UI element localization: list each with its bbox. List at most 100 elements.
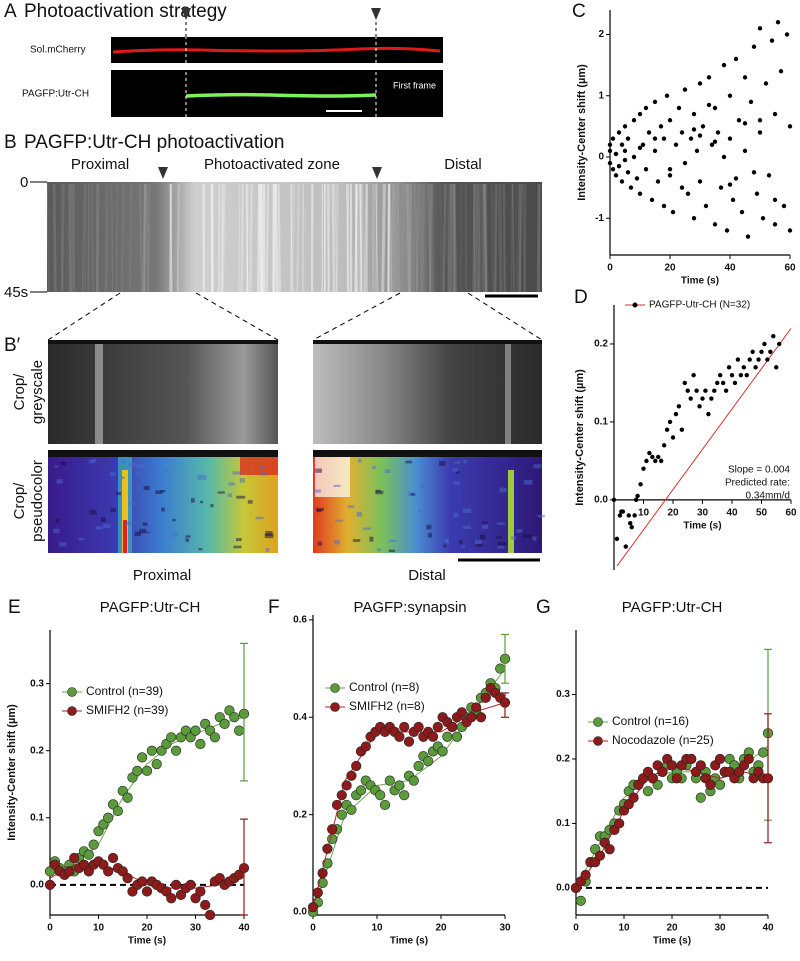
streak	[95, 183, 99, 293]
data-point	[336, 790, 347, 801]
zoom-line	[312, 292, 401, 341]
speckle	[455, 470, 460, 474]
speckle	[426, 524, 432, 530]
speckle	[233, 545, 242, 549]
data-point	[141, 765, 153, 776]
data-point	[768, 349, 773, 354]
speckle	[497, 544, 505, 549]
data-point	[580, 869, 591, 881]
speckle	[335, 519, 344, 522]
data-point	[628, 792, 639, 803]
speckle	[116, 492, 122, 496]
data-point	[679, 130, 685, 135]
streak	[326, 183, 330, 293]
panel-letter: G	[536, 597, 551, 618]
frame-note: First frame	[393, 80, 436, 90]
data-point	[682, 160, 688, 166]
data-point	[622, 124, 628, 129]
data-point	[691, 127, 697, 132]
data-point	[772, 197, 778, 203]
data-point	[327, 833, 338, 845]
data-point	[394, 731, 405, 742]
data-point	[721, 154, 727, 160]
data-point	[616, 130, 622, 135]
data-point	[346, 770, 357, 781]
speckle	[376, 548, 382, 552]
data-point	[141, 886, 153, 897]
streak	[71, 183, 76, 293]
data-point	[739, 209, 745, 215]
data-point	[727, 93, 733, 98]
error-bar	[764, 713, 772, 844]
streak	[476, 183, 480, 293]
speckle	[499, 487, 507, 493]
y-tick-label: 0.0	[556, 883, 570, 894]
data-point	[623, 544, 628, 549]
y-axis-label: Intensity-Center shift (µm)	[574, 369, 586, 506]
streak	[473, 183, 476, 293]
streak	[336, 183, 339, 293]
streak	[363, 183, 368, 293]
data-point	[614, 818, 625, 829]
x-tick-label: 10	[638, 507, 650, 518]
streak	[505, 344, 511, 444]
data-point	[122, 873, 133, 884]
speckle	[458, 540, 463, 544]
speckle	[358, 458, 362, 463]
speckle	[54, 465, 59, 468]
speckle	[463, 459, 467, 464]
data-point	[413, 721, 424, 733]
speckle	[522, 534, 532, 538]
speckle	[453, 481, 460, 485]
streak	[472, 183, 476, 293]
speckle	[427, 532, 433, 538]
data-point	[756, 357, 761, 362]
data-point	[466, 712, 477, 723]
data-point	[777, 341, 782, 347]
data-point	[775, 20, 781, 25]
x-tick-label: 60	[784, 263, 796, 274]
streak	[477, 183, 481, 293]
streak	[128, 183, 133, 293]
speckle	[317, 541, 323, 546]
legend-marker	[632, 302, 638, 308]
x-tick-label: 0	[47, 923, 53, 934]
x-tick-label: 20	[664, 263, 676, 274]
speckle	[482, 524, 489, 529]
annotation: Predicted rate:	[725, 478, 790, 489]
data-point	[714, 779, 726, 790]
data-point	[403, 736, 415, 747]
data-point	[686, 753, 697, 765]
data-point	[646, 130, 652, 135]
speckle	[92, 458, 97, 463]
data-point	[733, 56, 739, 62]
data-point	[171, 745, 182, 756]
speckle	[172, 518, 176, 522]
streak	[522, 183, 526, 293]
x-tick-label: 0	[573, 923, 579, 934]
data-point	[787, 124, 793, 129]
streak	[245, 183, 249, 293]
streak	[478, 183, 483, 293]
streak	[389, 183, 393, 293]
error-bar	[240, 818, 248, 916]
data-point	[657, 766, 668, 777]
crop-streaks	[53, 344, 545, 553]
legend-marker	[593, 736, 603, 746]
streak	[515, 183, 518, 293]
data-point	[432, 721, 443, 733]
streak	[421, 183, 425, 293]
row-label: Crop/	[11, 482, 28, 520]
data-point	[640, 142, 646, 147]
streak	[246, 183, 249, 293]
data-point	[762, 341, 767, 347]
streak	[95, 344, 103, 444]
streak	[274, 183, 279, 293]
streak	[387, 183, 391, 293]
data-point	[629, 524, 634, 530]
speckle	[135, 472, 142, 475]
panel-letter: E	[8, 597, 21, 618]
y-tick-label: 0.2	[293, 809, 307, 820]
speckle	[352, 539, 361, 542]
streak	[147, 183, 151, 293]
